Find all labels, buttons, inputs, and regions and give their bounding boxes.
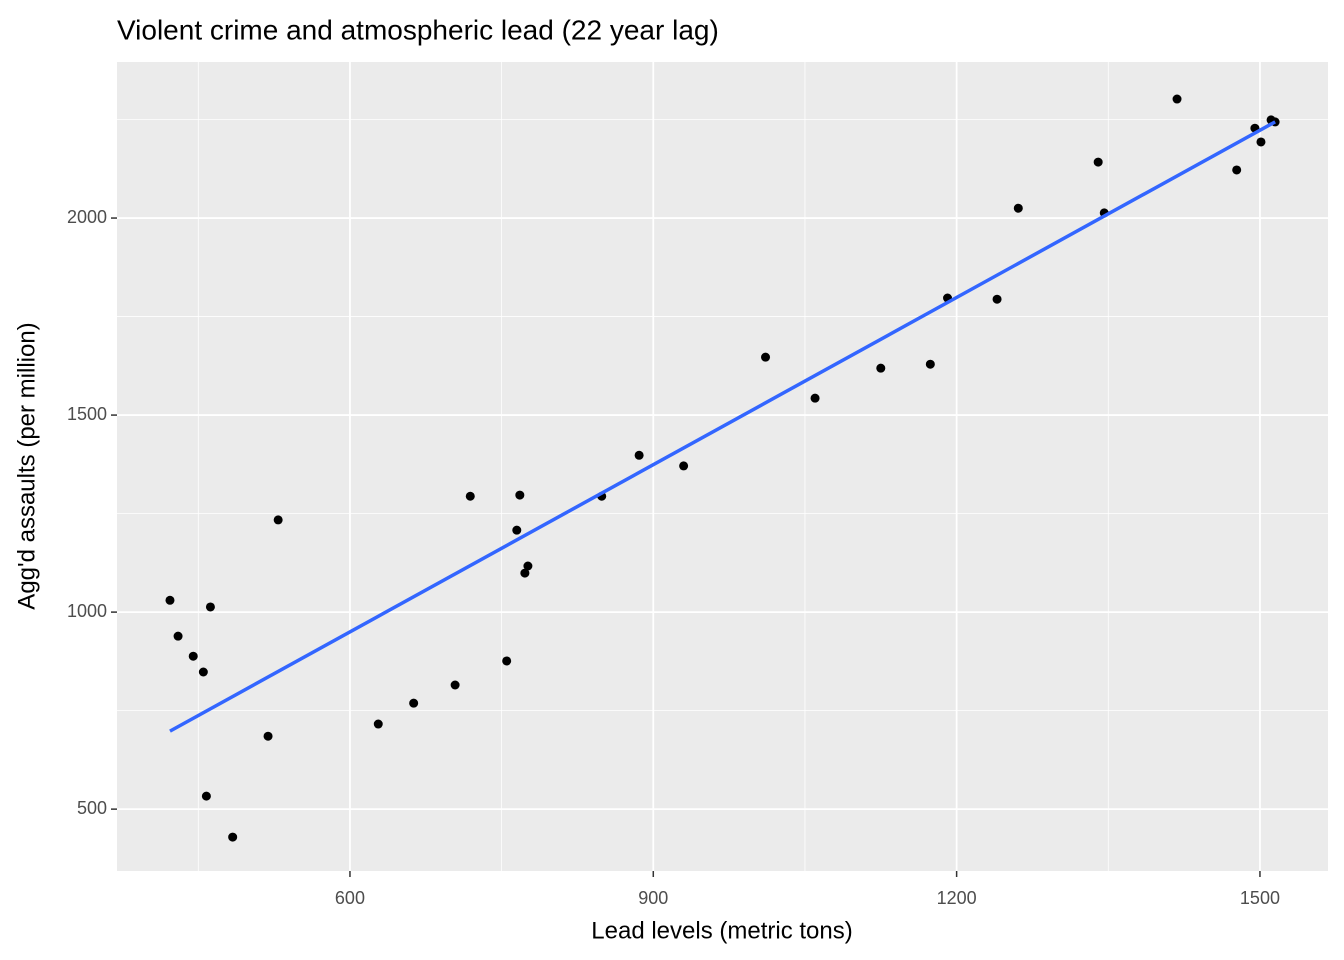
point [515, 490, 525, 500]
trend-line [169, 120, 1276, 733]
chart-title: Violent crime and atmospheric lead (22 y… [117, 14, 719, 45]
point [1013, 203, 1023, 213]
y-tick-label: 1000 [67, 601, 107, 621]
x-axis-title: Lead levels (metric tons) [591, 917, 852, 944]
x-tick-label: 600 [335, 888, 365, 908]
point [1172, 94, 1182, 104]
y-tick-label: 2000 [67, 207, 107, 227]
point [1093, 157, 1103, 167]
point [205, 602, 215, 612]
x-tick-label: 1500 [1240, 888, 1280, 908]
x-tick-label: 1200 [937, 888, 977, 908]
point [188, 651, 198, 661]
panel [117, 62, 1328, 871]
point [165, 595, 175, 605]
point [523, 561, 533, 571]
point [228, 832, 238, 842]
point [173, 631, 183, 641]
y-tick-label: 1500 [67, 404, 107, 424]
point [201, 791, 211, 801]
point [198, 667, 208, 677]
point [373, 719, 383, 729]
point [273, 515, 283, 525]
point [634, 450, 644, 460]
point [502, 656, 512, 666]
point [679, 461, 689, 471]
point [409, 698, 419, 708]
y-axis-title: Agg'd assaults (per million) [13, 322, 40, 609]
x-tick-label: 900 [638, 888, 668, 908]
point [992, 294, 1002, 304]
point [1232, 165, 1242, 175]
point [465, 491, 475, 501]
point [1256, 137, 1266, 147]
point [450, 680, 460, 690]
point [520, 568, 530, 578]
point [876, 363, 886, 373]
point [810, 393, 820, 403]
point [925, 359, 935, 369]
point [263, 731, 273, 741]
point [512, 525, 522, 535]
point [761, 352, 771, 362]
y-tick-label: 500 [77, 798, 107, 818]
